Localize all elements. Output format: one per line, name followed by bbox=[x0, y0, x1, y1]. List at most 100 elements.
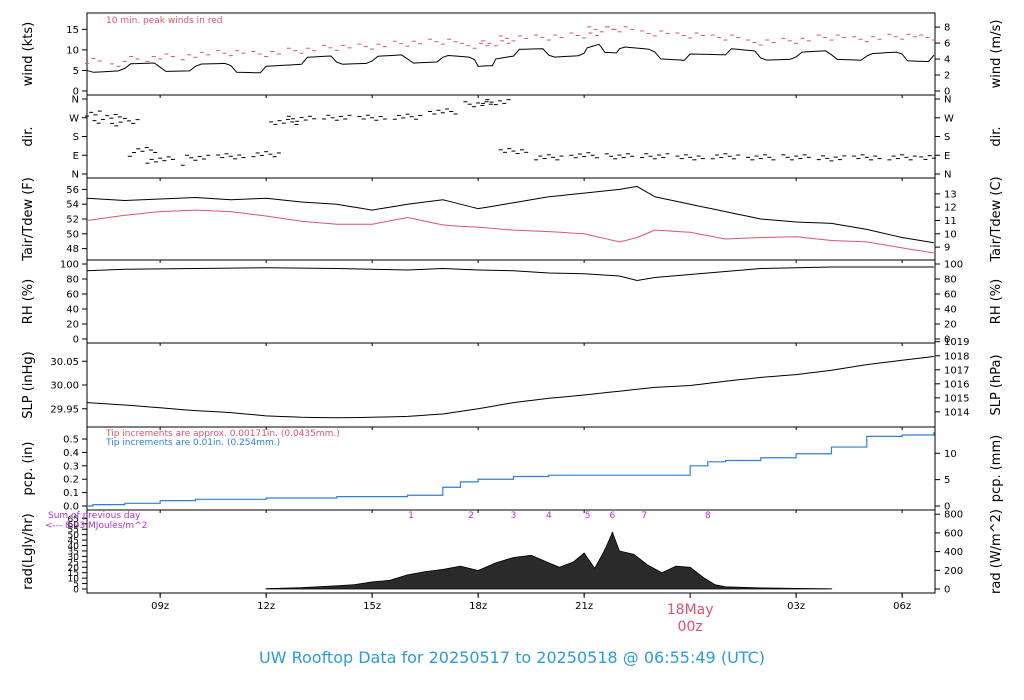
right-tick-label-wind: 0 bbox=[944, 87, 950, 98]
right-tick-label-rad: 800 bbox=[944, 510, 963, 521]
left-tick-label-rad: 25 bbox=[68, 558, 79, 568]
left-tick-label-dir: W bbox=[69, 113, 79, 124]
ylabel-right-temp: Tair/Tdew (C) bbox=[989, 176, 1004, 262]
left-tick-label-rh: 0 bbox=[73, 335, 79, 346]
left-tick-label-rad: 40 bbox=[68, 542, 80, 552]
series-line-slp-0 bbox=[86, 356, 934, 419]
right-tick-label-rh: 60 bbox=[944, 290, 957, 301]
left-tick-label-dir: N bbox=[72, 170, 79, 181]
date-label-hour: 00z bbox=[678, 619, 703, 635]
right-tick-label-pcp: 10 bbox=[944, 449, 957, 460]
left-tick-label-rad: 60 bbox=[68, 520, 80, 530]
right-tick-label-rh: 100 bbox=[944, 260, 963, 271]
left-tick-label-dir: E bbox=[73, 151, 79, 162]
right-tick-label-rh: 40 bbox=[944, 305, 957, 316]
note-peak-winds: 10 min. peak winds in red bbox=[106, 16, 223, 26]
chart-title: UW Rooftop Data for 20250517 to 20250518… bbox=[258, 648, 766, 667]
x-tick-label: 03z bbox=[787, 601, 805, 612]
left-tick-label-wind: 0 bbox=[73, 87, 79, 98]
rad-marker-7: 7 bbox=[641, 511, 647, 521]
ylabel-left-rh: RH (%) bbox=[21, 279, 36, 324]
right-tick-label-rh: 80 bbox=[944, 275, 957, 286]
left-tick-label-temp: 48 bbox=[66, 244, 79, 255]
left-tick-label-dir: S bbox=[73, 132, 79, 143]
right-tick-label-pcp: 0 bbox=[944, 502, 950, 513]
right-tick-label-slp: 1018 bbox=[944, 351, 969, 362]
x-tick-label: 09z bbox=[151, 601, 169, 612]
left-tick-label-rad: 45 bbox=[68, 537, 79, 547]
right-tick-label-rad: 400 bbox=[944, 547, 963, 558]
note-sum-previous-day: Sum of previous day bbox=[48, 511, 141, 521]
date-label-day: 18May bbox=[667, 602, 714, 618]
rad-marker-5: 5 bbox=[585, 511, 591, 521]
right-tick-label-dir: E bbox=[944, 151, 950, 162]
ylabel-right-wind: wind (m/s) bbox=[989, 20, 1004, 89]
right-tick-label-rad: 0 bbox=[944, 585, 950, 596]
left-tick-label-rh: 80 bbox=[66, 275, 79, 286]
left-tick-label-slp: 30.00 bbox=[50, 381, 79, 392]
ylabel-right-slp: SLP (hPa) bbox=[989, 354, 1004, 415]
series-line-temp-0 bbox=[86, 185, 934, 244]
rad-area bbox=[265, 531, 832, 590]
rad-marker-8: 8 bbox=[705, 511, 711, 521]
right-tick-label-wind: 8 bbox=[944, 23, 950, 34]
left-tick-label-rh: 100 bbox=[60, 260, 79, 271]
ylabel-left-wind: wind (kts) bbox=[21, 22, 36, 86]
right-tick-label-dir: W bbox=[944, 113, 954, 124]
right-tick-label-rh: 20 bbox=[944, 320, 957, 331]
right-tick-label-slp: 1019 bbox=[944, 337, 969, 348]
x-tick-label: 12z bbox=[257, 601, 275, 612]
rad-marker-3: 3 bbox=[511, 511, 517, 521]
right-tick-label-wind: 6 bbox=[944, 39, 950, 50]
ylabel-left-slp: SLP (inHg) bbox=[21, 351, 36, 419]
note-tip-approx: Tip increments are approx. 0.00171in. (0… bbox=[105, 429, 340, 439]
rad-marker-4: 4 bbox=[546, 511, 552, 521]
series-line-pcp bbox=[87, 432, 935, 507]
right-tick-label-temp: 9 bbox=[944, 243, 950, 254]
ylabel-left-dir: dir. bbox=[21, 126, 36, 146]
right-tick-label-temp: 11 bbox=[944, 216, 957, 227]
left-tick-label-pcp: 0.0 bbox=[63, 502, 79, 513]
left-tick-label-rad: 35 bbox=[68, 547, 79, 557]
right-tick-label-rad: 200 bbox=[944, 566, 963, 577]
x-tick-label: 18z bbox=[469, 601, 487, 612]
right-tick-label-temp: 10 bbox=[944, 229, 957, 240]
left-tick-label-pcp: 0.5 bbox=[63, 435, 79, 446]
x-tick-label: 21z bbox=[575, 601, 593, 612]
ylabel-left-rad: rad(Lgly/hr) bbox=[21, 513, 36, 589]
ylabel-left-pcp: pcp. (in) bbox=[21, 442, 36, 496]
left-tick-label-temp: 54 bbox=[66, 200, 79, 211]
left-tick-label-pcp: 0.2 bbox=[63, 475, 79, 486]
right-tick-label-slp: 1016 bbox=[944, 379, 969, 390]
right-tick-label-rad: 600 bbox=[944, 528, 963, 539]
left-tick-label-temp: 56 bbox=[66, 185, 79, 196]
left-tick-label-rad: 10 bbox=[68, 575, 80, 585]
series-line-wind-0 bbox=[86, 43, 935, 74]
left-tick-label-temp: 50 bbox=[66, 229, 79, 240]
series-line-temp-1 bbox=[86, 209, 934, 254]
right-tick-label-pcp: 5 bbox=[944, 475, 950, 486]
left-tick-label-rad: 20 bbox=[68, 564, 80, 574]
right-tick-label-dir: N bbox=[944, 95, 951, 106]
rad-marker-2: 2 bbox=[468, 511, 474, 521]
left-tick-label-wind: 10 bbox=[66, 45, 79, 56]
ylabel-left-temp: Tair/Tdew (F) bbox=[21, 177, 36, 262]
ylabel-right-dir: dir. bbox=[989, 126, 1004, 146]
left-tick-label-slp: 30.05 bbox=[50, 357, 79, 368]
left-tick-label-wind: 15 bbox=[66, 25, 79, 36]
right-tick-label-wind: 2 bbox=[944, 71, 950, 82]
note-mjoules: <--- 8.93 MJoules/m^2 bbox=[45, 521, 147, 531]
left-tick-label-wind: 5 bbox=[73, 66, 79, 77]
right-tick-label-slp: 1017 bbox=[944, 365, 969, 376]
left-tick-label-temp: 52 bbox=[66, 215, 79, 226]
right-tick-label-slp: 1015 bbox=[944, 393, 969, 404]
right-tick-label-temp: 12 bbox=[944, 203, 957, 214]
ylabel-right-rad: rad (W/m^2) bbox=[989, 509, 1004, 594]
left-tick-label-rad: 30 bbox=[68, 553, 80, 563]
right-tick-label-dir: S bbox=[944, 132, 950, 143]
ylabel-right-rh: RH (%) bbox=[989, 279, 1004, 324]
ylabel-right-pcp: pcp. (mm) bbox=[989, 435, 1004, 502]
left-tick-label-rad: 55 bbox=[68, 526, 79, 536]
